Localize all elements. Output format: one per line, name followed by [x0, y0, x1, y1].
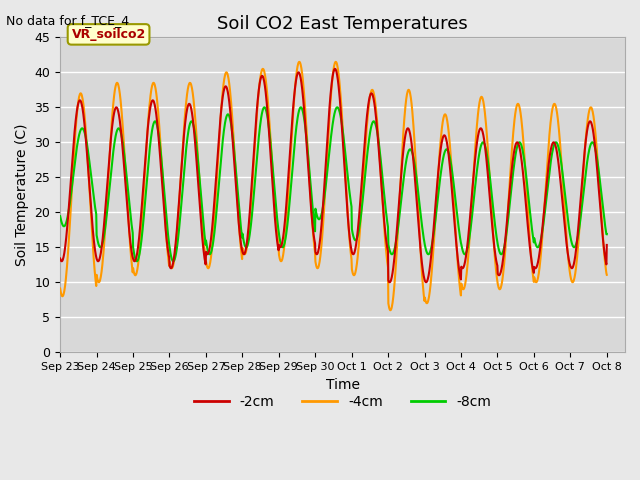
Y-axis label: Soil Temperature (C): Soil Temperature (C) — [15, 123, 29, 266]
X-axis label: Time: Time — [326, 377, 360, 392]
Text: No data for f_TCE_4: No data for f_TCE_4 — [6, 14, 129, 27]
Title: Soil CO2 East Temperatures: Soil CO2 East Temperatures — [217, 15, 468, 33]
Text: VR_soilco2: VR_soilco2 — [72, 28, 146, 41]
Legend: -2cm, -4cm, -8cm: -2cm, -4cm, -8cm — [188, 389, 497, 415]
